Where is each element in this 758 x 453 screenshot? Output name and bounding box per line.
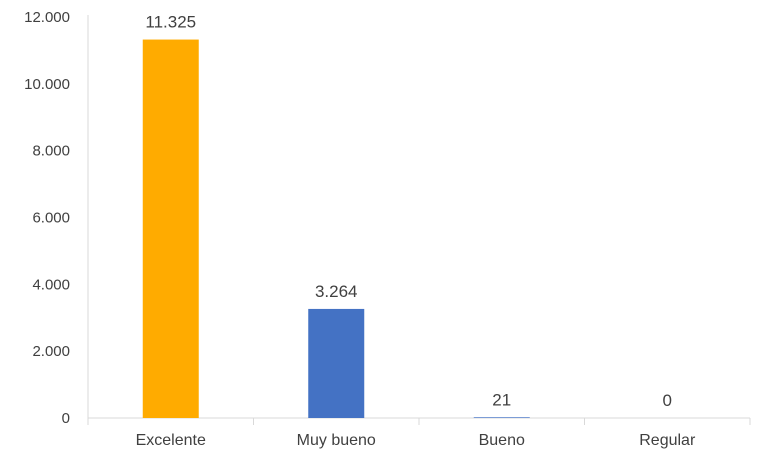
data-label: 21 bbox=[492, 390, 511, 409]
x-category-label: Muy bueno bbox=[297, 432, 376, 449]
bar bbox=[473, 417, 530, 418]
data-label: 0 bbox=[663, 391, 672, 410]
data-label: 3.264 bbox=[315, 282, 358, 301]
y-tick-label: 8.000 bbox=[32, 143, 70, 160]
y-tick-label: 12.000 bbox=[24, 9, 70, 26]
y-tick-label: 10.000 bbox=[24, 76, 70, 93]
bar bbox=[308, 308, 365, 418]
x-category-label: Bueno bbox=[479, 432, 525, 449]
x-category-label: Regular bbox=[639, 432, 696, 449]
data-label: 11.325 bbox=[145, 13, 196, 32]
y-tick-label: 6.000 bbox=[32, 210, 70, 227]
y-tick-label: 4.000 bbox=[32, 276, 70, 293]
y-tick-label: 2.000 bbox=[32, 343, 70, 360]
x-category-label: Excelente bbox=[136, 432, 206, 449]
bar bbox=[142, 39, 199, 419]
y-tick-label: 0 bbox=[62, 410, 70, 427]
